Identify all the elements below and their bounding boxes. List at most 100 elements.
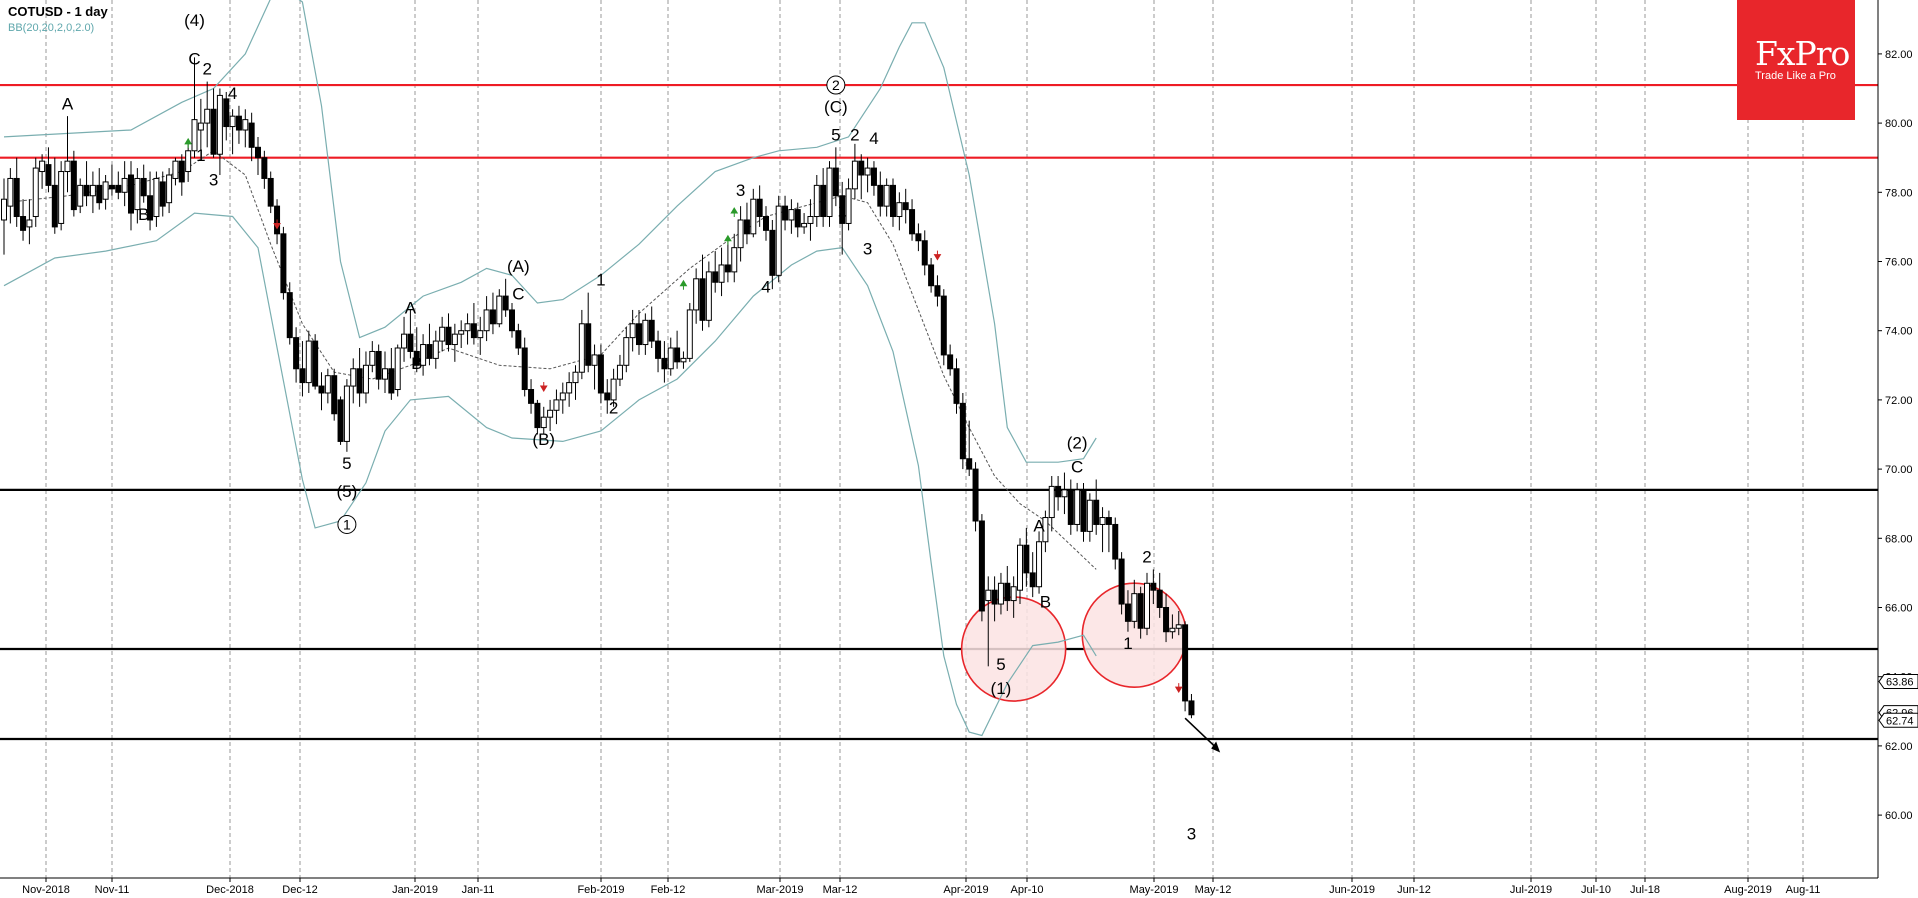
candle [788,199,795,234]
candle-body-down [13,177,20,218]
wave-label: 2 [202,60,211,79]
candle [1124,590,1131,632]
x-tick-label: Aug-2019 [1724,884,1772,896]
candle [337,396,344,445]
y-tick-label: 72.00 [1885,395,1913,407]
candle [172,157,179,186]
candle-body-up [153,177,160,218]
candle-body-up [464,323,471,332]
candle-body-down [769,229,776,276]
candle [102,175,109,210]
candle [191,57,198,158]
candle [356,348,363,407]
candle-body-up [382,368,388,380]
candle-body-down [648,319,655,342]
candle [261,150,268,189]
candle [350,358,357,404]
buy-signal-arrow [184,137,193,148]
circled-wave-label: 2 [832,77,840,93]
candle [1036,531,1043,594]
candle-body-up [39,160,46,173]
candle-body-up [26,219,33,228]
candle-body-up [1169,627,1176,633]
candle-body-up [1010,586,1017,602]
candle-body-down [1067,489,1074,525]
candle [1067,479,1074,535]
bollinger-middle-band [3,150,1097,570]
candle-body-up [553,399,560,411]
candle-body-down [636,323,642,346]
wave-label: 3 [736,181,745,200]
candle-body-down [147,195,154,221]
candle-body-down [1023,544,1030,574]
candle [896,192,903,231]
candle-body-down [1105,517,1112,525]
candle [572,365,579,400]
candle-body-up [401,333,408,349]
candle-body-down [248,122,255,148]
candle [293,327,300,383]
circled-wave-marker [337,514,357,534]
candle-body-down [966,458,973,470]
candle-body-down [375,350,382,380]
sell-signal-arrow [1174,683,1183,694]
candle [223,91,230,141]
candle-body-up [439,326,446,342]
candle [324,368,331,404]
price-tag-label: 63.86 [1886,677,1914,689]
candle-body-up [64,160,71,173]
candle-body-down [356,368,363,394]
candle [693,268,700,324]
candle [426,323,433,366]
candle-body-up [216,94,223,155]
price-tag: 62.74 [1878,712,1918,728]
candle-body-down [763,216,769,231]
candle-body-up [305,340,312,384]
candle [312,334,319,390]
candle-body-down [674,347,681,363]
candle [1004,565,1011,611]
candle-body-down [915,233,922,242]
candle [775,195,782,283]
candle [216,88,223,175]
x-tick-label: Dec-2018 [206,884,254,896]
candle [299,341,306,397]
wave-label: (A) [507,257,530,276]
candle-body-down [70,160,77,211]
candle-body-up [121,177,128,193]
candle [89,171,96,214]
candle-body-down [534,402,541,429]
candle [1188,694,1195,719]
candle [1048,476,1055,532]
candle-body-up [369,350,376,366]
candle [1175,610,1182,636]
candle [318,372,325,411]
candle [420,334,427,376]
candle-body-down [1156,589,1163,609]
candle [128,161,134,231]
candle-body-down [318,385,325,394]
candle [413,327,420,373]
x-tick-label: May-2019 [1130,884,1179,896]
x-tick-label: Nov-11 [95,884,130,896]
candle [705,261,712,328]
x-tick-label: May-12 [1195,884,1232,896]
candle [255,136,261,175]
candle [1,178,7,255]
candle-body-down [235,115,242,131]
candle [845,178,852,231]
candle-body-up [1061,489,1068,498]
candle [794,202,801,238]
candle-body-up [172,160,179,179]
candle [210,88,217,158]
x-tick-label: Apr-2019 [943,884,988,896]
candle-body-down [178,160,185,183]
y-tick-label: 78.00 [1885,187,1913,199]
candle [1169,614,1176,639]
candle [1023,527,1030,587]
candle-body-up [788,209,795,221]
candle-body-up [883,184,890,207]
candle [801,213,808,234]
wave-label: (C) [824,98,848,117]
candle-body-up [572,371,579,384]
